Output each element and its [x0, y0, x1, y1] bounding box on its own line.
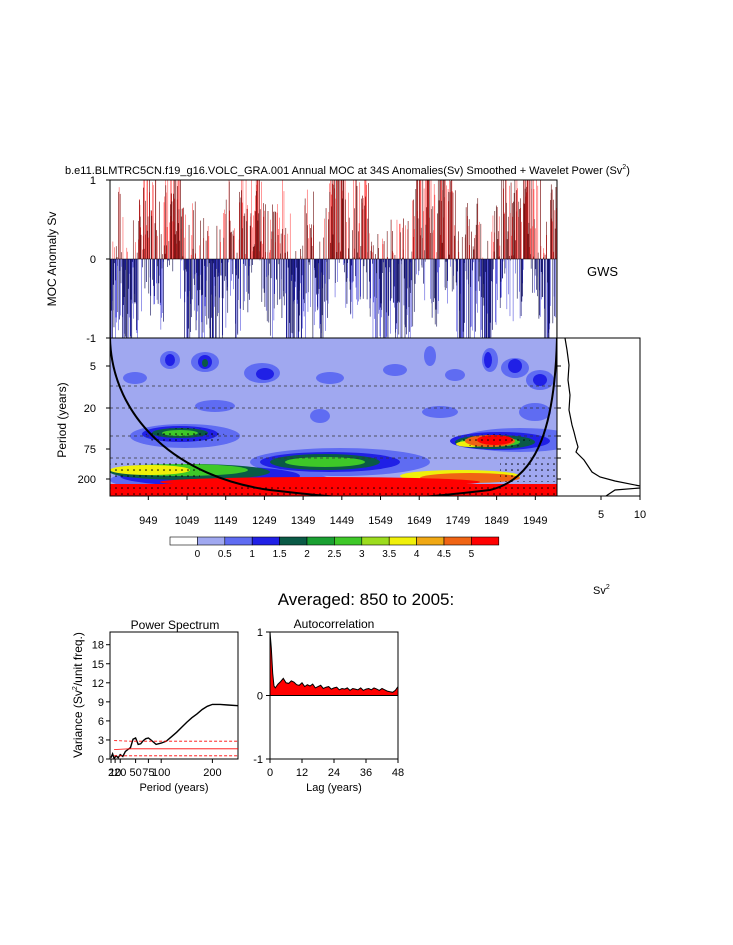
- cone-of-influence: [110, 338, 557, 496]
- ac-ytick-label: -1: [253, 754, 263, 766]
- colorbar-label: 0.5: [218, 549, 232, 560]
- ps-ytick-label: 18: [92, 640, 104, 652]
- anomaly-ytick: 1: [90, 175, 96, 187]
- wavelet-xtick-label: 1749: [446, 515, 470, 527]
- ps-ytick-label: 12: [92, 678, 104, 690]
- ac-xtick-label: 36: [360, 767, 372, 779]
- ps-title: Power Spectrum: [131, 618, 220, 632]
- ps-xtick-label: 200: [203, 767, 221, 779]
- wavelet-ytick: 75: [84, 444, 96, 456]
- gws-xtick: 10: [634, 509, 646, 521]
- gws-line: [564, 337, 641, 497]
- colorbar-unit: Sv2: [593, 584, 610, 597]
- ac-xticks: 0 12 24 36 48: [267, 759, 404, 779]
- ps-plot: [110, 703, 239, 760]
- autocorrelation-panel: Autocorrelation 1 0 -1 0 12 24 36 48 Lag (year…: [253, 617, 404, 794]
- colorbar-box: [279, 536, 308, 546]
- ps-ytick-label: 3: [98, 735, 104, 747]
- colorbar-box: [306, 536, 335, 546]
- ps-xtick-label: 10: [109, 767, 121, 779]
- ac-ytick-label: 1: [257, 627, 263, 639]
- wavelet-xtick-label: 1649: [407, 515, 431, 527]
- colorbar-box: [169, 536, 198, 546]
- anomaly-ytick: -1: [86, 333, 96, 345]
- colorbar-box: [197, 536, 226, 546]
- ps-xtick-label: 50: [129, 767, 141, 779]
- ps-ytick-label: 0: [98, 754, 104, 766]
- colorbar-label: 3.5: [382, 549, 396, 560]
- colorbar-box: [416, 536, 445, 546]
- ac-xtick-label: 48: [392, 767, 404, 779]
- wavelet-xtick-label: 1249: [252, 515, 276, 527]
- colorbar-box: [388, 536, 417, 546]
- ps-yticks: 0 3 6 9 12 15 18: [92, 640, 110, 766]
- colorbar-label: 1.5: [273, 549, 287, 560]
- colorbar-box: [361, 536, 390, 546]
- ac-xtick-label: 12: [296, 767, 308, 779]
- ps-xtick-label: 2: [108, 767, 114, 779]
- colorbar-label: 2.5: [327, 549, 341, 560]
- ps-frame: [109, 631, 239, 760]
- wavelet-xtick-label: 1049: [175, 515, 199, 527]
- gws-title: GWS: [587, 264, 618, 279]
- colorbar-label: 4.5: [437, 549, 451, 560]
- colorbar-box: [471, 536, 500, 546]
- ac-xtick-label: 24: [328, 767, 340, 779]
- wavelet-xtick-label: 1549: [368, 515, 392, 527]
- ac-yticks: 1 0 -1: [253, 627, 270, 766]
- wavelet-ytick: 20: [84, 403, 96, 415]
- ps-xtick-label: 100: [152, 767, 170, 779]
- wavelet-panel: 5 20 75 200 Period (years) 949 1049 1149 12…: [55, 337, 558, 527]
- wavelet-xtick-label: 1949: [523, 515, 547, 527]
- ac-plot: [270, 632, 398, 696]
- ac-xtick-label: 0: [267, 767, 273, 779]
- ac-xlabel: Lag (years): [306, 782, 362, 794]
- wavelet-xtick-label: 1449: [330, 515, 354, 527]
- gws-xtick: 5: [598, 509, 604, 521]
- colorbar-label: 0: [195, 549, 201, 560]
- wavelet-ylabel: Period (years): [55, 382, 69, 457]
- ps-ytick-label: 9: [98, 697, 104, 709]
- colorbar-label: 3: [359, 549, 365, 560]
- ps-ylabel: Variance (Sv2/unit freq.): [71, 632, 85, 758]
- ac-ytick-label: 0: [257, 691, 263, 703]
- wavelet-xtick-label: 1149: [214, 515, 238, 527]
- colorbar-label: 5: [469, 549, 475, 560]
- ps-xlabel: Period (years): [139, 782, 208, 794]
- colorbar-box: [224, 536, 253, 546]
- wavelet-ytick: 200: [78, 474, 96, 486]
- ps-ytick-label: 15: [92, 659, 104, 671]
- averaged-title: Averaged: 850 to 2005:: [278, 590, 454, 609]
- chart-title: b.e11.BLMTRC5CN.f19_g16.VOLC_GRA.001 Ann…: [65, 164, 630, 177]
- ps-ytick-label: 6: [98, 716, 104, 728]
- ac-title: Autocorrelation: [294, 617, 375, 631]
- gws-panel: 5 10: [556, 337, 646, 521]
- colorbar-label: 1: [249, 549, 255, 560]
- colorbar-box: [334, 536, 363, 546]
- ac-area: [270, 632, 398, 696]
- colorbar-box: [251, 536, 280, 546]
- wavelet-xtick-label: 1849: [484, 515, 508, 527]
- colorbar-box: [443, 536, 472, 546]
- anomaly-ylabel: MOC Anomaly Sv: [45, 212, 59, 307]
- anomaly-ytick: 0: [90, 254, 96, 266]
- wavelet-xticks: 949 1049 1149 1249 1349 1449 1549 1649 1749 1849 1…: [139, 496, 548, 527]
- wavelet-ytick: 5: [90, 361, 96, 373]
- anomaly-bars: [110, 180, 557, 338]
- ps-xtick-label: 20: [114, 767, 126, 779]
- gws-frame: [556, 337, 641, 497]
- ps-line: [110, 703, 239, 760]
- colorbar-label: 2: [304, 549, 310, 560]
- colorbar-label: 4: [414, 549, 420, 560]
- wavelet-xtick-label: 1349: [291, 515, 315, 527]
- wavelet-xtick-label: 949: [139, 515, 157, 527]
- colorbar: 0 0.5 1 1.5 2 2.5 3 3.5 4 4.5 5: [169, 536, 500, 560]
- wavelet-heatmap: [110, 338, 557, 496]
- anomaly-panel: 1 0 -1 MOC Anomaly Sv: [45, 175, 558, 345]
- ps-xtick-label: 75: [142, 767, 154, 779]
- ps-significance-line: [114, 748, 238, 750]
